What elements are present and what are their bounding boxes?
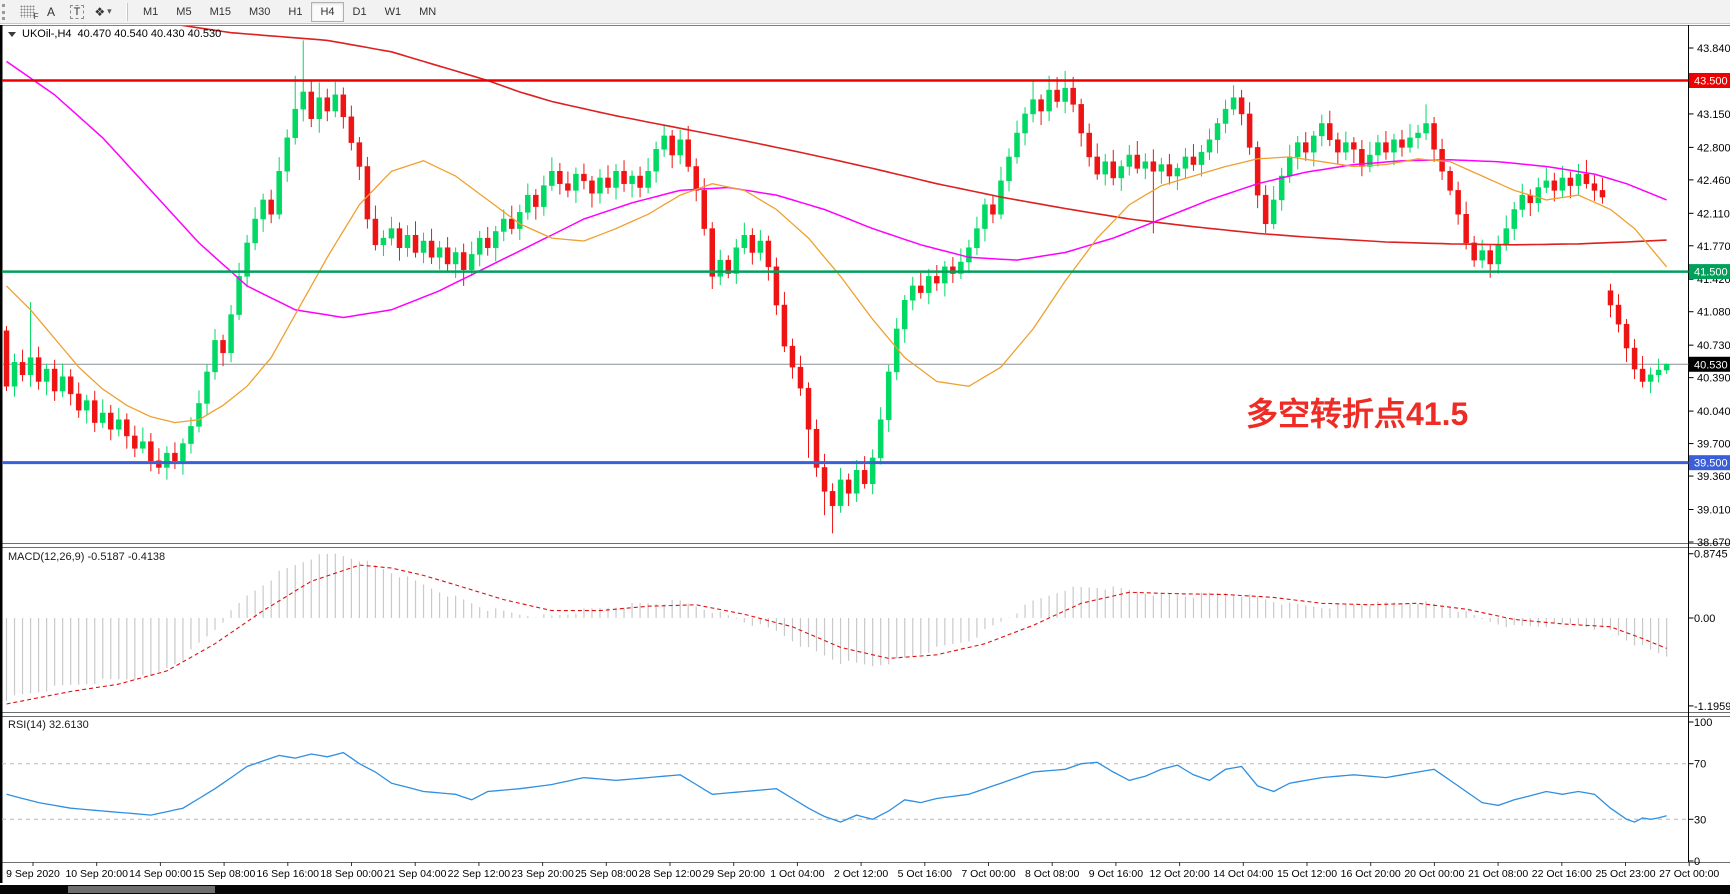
svg-text:39.360: 39.360: [1697, 471, 1730, 483]
svg-text:43.840: 43.840: [1697, 43, 1730, 55]
timeframe-button-m30[interactable]: M30: [248, 5, 271, 18]
svg-text:10 Sep 20:00: 10 Sep 20:00: [65, 868, 128, 880]
indicator-axes[interactable]: 0.8745 0.00 -1.1959 100 70 30 0: [1688, 549, 1730, 868]
svg-text:-1.1959: -1.1959: [1694, 701, 1730, 713]
collapse-triangle-icon[interactable]: [8, 31, 16, 37]
svg-text:1 Oct 04:00: 1 Oct 04:00: [770, 868, 824, 880]
horizontal-level-lines[interactable]: [2, 79, 1689, 465]
svg-text:70: 70: [1694, 759, 1706, 771]
svg-text:40.390: 40.390: [1697, 373, 1730, 385]
svg-text:25 Oct 23:00: 25 Oct 23:00: [1595, 868, 1655, 880]
dotted-grid-icon[interactable]: F: [14, 3, 39, 21]
svg-text:25 Sep 08:00: 25 Sep 08:00: [575, 868, 638, 880]
svg-text:41.500: 41.500: [1694, 267, 1728, 279]
toolbar: F A T ❖ ▾ M1 M5 M15 M30 H1 H4 D1 W1 MN: [0, 0, 1730, 24]
svg-text:39.700: 39.700: [1697, 439, 1730, 451]
svg-text:100: 100: [1694, 717, 1712, 729]
svg-text:2 Oct 12:00: 2 Oct 12:00: [834, 868, 888, 880]
svg-text:38.670: 38.670: [1697, 537, 1730, 549]
svg-text:7 Oct 00:00: 7 Oct 00:00: [961, 868, 1015, 880]
rsi-line: [6, 751, 1667, 823]
timeframe-buttons: M1 M5 M15 M30 H1 H4 D1 W1 MN: [134, 0, 445, 23]
svg-text:18 Sep 00:00: 18 Sep 00:00: [320, 868, 383, 880]
svg-text:14 Sep 00:00: 14 Sep 00:00: [129, 868, 192, 880]
ma-red-line: [180, 26, 1667, 246]
svg-text:0.00: 0.00: [1694, 613, 1715, 625]
svg-text:14 Oct 04:00: 14 Oct 04:00: [1213, 868, 1273, 880]
svg-text:43.500: 43.500: [1694, 75, 1728, 87]
svg-text:9 Sep 2020: 9 Sep 2020: [6, 868, 60, 880]
svg-text:40.530: 40.530: [1694, 359, 1728, 371]
rsi-level-lines: [2, 763, 1689, 820]
svg-text:22 Oct 16:00: 22 Oct 16:00: [1532, 868, 1592, 880]
svg-text:23 Sep 20:00: 23 Sep 20:00: [511, 868, 574, 880]
timeframe-button-w1[interactable]: W1: [384, 5, 402, 18]
taskbar-strip: [0, 885, 1730, 894]
taskbar-segment: [68, 886, 215, 893]
toolbar-drag-handle[interactable]: [2, 3, 12, 20]
timeframe-button-m1[interactable]: M1: [143, 5, 159, 18]
macd-signal-line: [6, 564, 1667, 705]
svg-text:5 Oct 16:00: 5 Oct 16:00: [898, 868, 952, 880]
candles-layer: [3, 40, 1670, 534]
svg-text:43.150: 43.150: [1697, 109, 1730, 121]
svg-text:29 Sep 20:00: 29 Sep 20:00: [702, 868, 765, 880]
svg-text:39.500: 39.500: [1694, 458, 1728, 470]
chart-annotation-text: 多空转折点41.5: [1246, 396, 1469, 432]
svg-text:16 Sep 16:00: 16 Sep 16:00: [257, 868, 320, 880]
objects-tool-icon[interactable]: ❖ ▾: [94, 4, 112, 19]
macd-histogram: [5, 553, 1668, 702]
svg-text:42.800: 42.800: [1697, 142, 1730, 154]
svg-text:21 Oct 08:00: 21 Oct 08:00: [1468, 868, 1528, 880]
svg-text:40.040: 40.040: [1697, 406, 1730, 418]
ma-magenta-line: [6, 60, 1667, 319]
svg-text:15 Sep 08:00: 15 Sep 08:00: [193, 868, 256, 880]
svg-text:12 Oct 20:00: 12 Oct 20:00: [1150, 868, 1210, 880]
svg-text:40.730: 40.730: [1697, 340, 1730, 352]
timeframe-button-m5[interactable]: M5: [176, 5, 192, 18]
panel-frames: [0, 25, 1730, 883]
timeframe-button-m15[interactable]: M15: [209, 5, 231, 18]
rsi-panel-label: RSI(14) 32.6130: [8, 719, 89, 731]
svg-text:0: 0: [1694, 856, 1700, 868]
price-axis[interactable]: 43.84043.15042.80042.46042.11041.77041.4…: [1688, 43, 1730, 549]
toolbar-separator: [126, 2, 128, 21]
svg-text:42.460: 42.460: [1697, 175, 1730, 187]
svg-text:16 Oct 20:00: 16 Oct 20:00: [1341, 868, 1401, 880]
svg-text:42.110: 42.110: [1697, 208, 1730, 220]
svg-text:41.080: 41.080: [1697, 307, 1730, 319]
ohlc-values: 40.470 40.540 40.430 40.530: [77, 28, 222, 40]
svg-text:15 Oct 12:00: 15 Oct 12:00: [1277, 868, 1337, 880]
svg-text:0.8745: 0.8745: [1694, 549, 1728, 561]
svg-text:39.010: 39.010: [1697, 505, 1730, 517]
dropdown-caret-icon[interactable]: ▾: [107, 6, 112, 16]
macd-panel-label: MACD(12,26,9) -0.5187 -0.4138: [8, 551, 166, 563]
symbol-period-label: UKOil-,H4: [22, 28, 72, 40]
svg-text:28 Sep 12:00: 28 Sep 12:00: [639, 868, 702, 880]
timeframe-button-mn[interactable]: MN: [419, 5, 437, 18]
svg-text:30: 30: [1694, 814, 1706, 826]
svg-text:27 Oct 00:00: 27 Oct 00:00: [1659, 868, 1719, 880]
timeframe-button-d1[interactable]: D1: [352, 5, 367, 18]
timeframe-button-h1[interactable]: H1: [288, 5, 303, 18]
svg-text:20 Oct 00:00: 20 Oct 00:00: [1404, 868, 1464, 880]
svg-text:41.770: 41.770: [1697, 241, 1730, 253]
svg-text:9 Oct 16:00: 9 Oct 16:00: [1089, 868, 1143, 880]
letter-a-icon[interactable]: A: [46, 4, 55, 19]
chart-header: UKOil-,H4 40.470 40.540 40.430 40.530: [8, 28, 221, 40]
text-tool-icon[interactable]: T: [66, 3, 88, 21]
svg-text:21 Sep 04:00: 21 Sep 04:00: [384, 868, 447, 880]
timeframe-button-h4[interactable]: H4: [311, 1, 344, 22]
time-axis[interactable]: 9 Sep 2020 10 Sep 20:00 14 Sep 00:00 15 Sep…: [6, 862, 1719, 880]
svg-text:8 Oct 08:00: 8 Oct 08:00: [1025, 868, 1079, 880]
svg-text:22 Sep 12:00: 22 Sep 12:00: [448, 868, 511, 880]
